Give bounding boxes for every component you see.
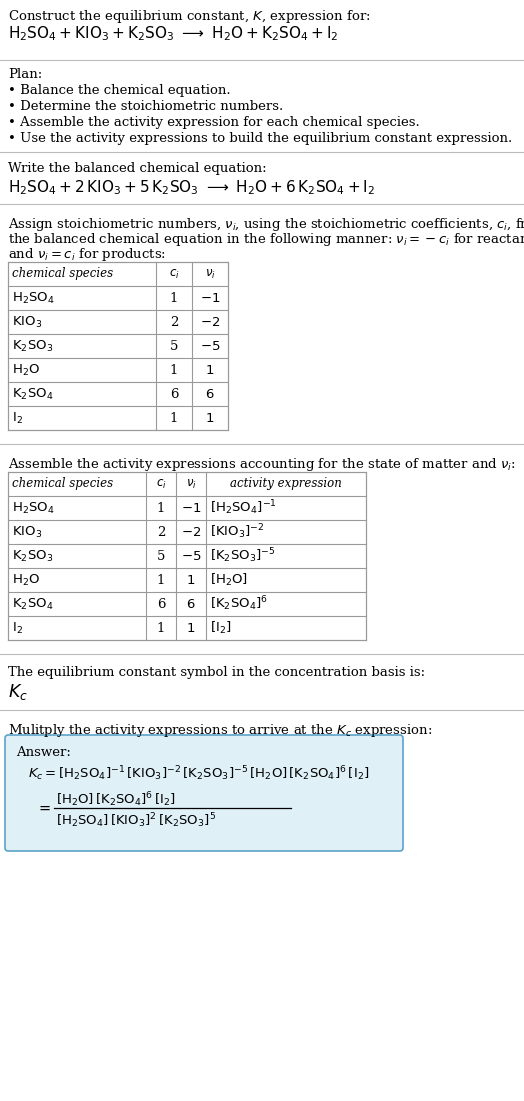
Text: $\mathrm{I_2}$: $\mathrm{I_2}$	[12, 621, 23, 635]
Text: $\mathrm{K_2SO_3}$: $\mathrm{K_2SO_3}$	[12, 548, 53, 564]
Text: Assemble the activity expressions accounting for the state of matter and $\nu_i$: Assemble the activity expressions accoun…	[8, 456, 516, 473]
Text: $1$: $1$	[187, 574, 195, 587]
Text: 1: 1	[170, 412, 178, 425]
Text: activity expression: activity expression	[230, 478, 342, 491]
Text: $-2$: $-2$	[200, 316, 220, 328]
Text: 1: 1	[157, 621, 165, 634]
Text: $\mathrm{H_2SO_4}$: $\mathrm{H_2SO_4}$	[12, 291, 54, 306]
Text: chemical species: chemical species	[12, 268, 113, 281]
Text: • Balance the chemical equation.: • Balance the chemical equation.	[8, 84, 231, 97]
Text: Assign stoichiometric numbers, $\nu_i$, using the stoichiometric coefficients, $: Assign stoichiometric numbers, $\nu_i$, …	[8, 216, 524, 233]
Text: Mulitply the activity expressions to arrive at the $K_c$ expression:: Mulitply the activity expressions to arr…	[8, 722, 432, 739]
Text: 5: 5	[170, 339, 178, 352]
Text: • Determine the stoichiometric numbers.: • Determine the stoichiometric numbers.	[8, 100, 283, 113]
Text: chemical species: chemical species	[12, 478, 113, 491]
Text: $\mathrm{H_2SO_4 + KIO_3 + K_2SO_3 \ \longrightarrow \ H_2O + K_2SO_4 + I_2}$: $\mathrm{H_2SO_4 + KIO_3 + K_2SO_3 \ \lo…	[8, 24, 339, 43]
Text: $\mathrm{H_2O}$: $\mathrm{H_2O}$	[12, 362, 40, 378]
Text: $\mathrm{K_2SO_4}$: $\mathrm{K_2SO_4}$	[12, 597, 53, 611]
Text: The equilibrium constant symbol in the concentration basis is:: The equilibrium constant symbol in the c…	[8, 666, 425, 679]
Text: $[\mathrm{K_2SO_4}]^{6}$: $[\mathrm{K_2SO_4}]^{6}$	[210, 595, 268, 613]
Text: • Assemble the activity expression for each chemical species.: • Assemble the activity expression for e…	[8, 116, 420, 129]
Text: 6: 6	[157, 598, 165, 610]
Text: $K_c$: $K_c$	[8, 682, 28, 702]
Text: $-2$: $-2$	[181, 525, 201, 538]
Text: $[\mathrm{H_2O}]\,[\mathrm{K_2SO_4}]^{6}\,[\mathrm{I_2}]$: $[\mathrm{H_2O}]\,[\mathrm{K_2SO_4}]^{6}…	[56, 791, 176, 809]
Bar	[8, 262, 228, 430]
Text: $\mathrm{H_2SO_4}$: $\mathrm{H_2SO_4}$	[12, 501, 54, 515]
Text: $[\mathrm{H_2SO_4}]^{-1}$: $[\mathrm{H_2SO_4}]^{-1}$	[210, 499, 277, 517]
Text: $c_i$: $c_i$	[169, 268, 179, 281]
Text: $K_c = [\mathrm{H_2SO_4}]^{-1}\,[\mathrm{KIO_3}]^{-2}\,[\mathrm{K_2SO_3}]^{-5}\,: $K_c = [\mathrm{H_2SO_4}]^{-1}\,[\mathrm…	[28, 764, 369, 783]
Text: $=$: $=$	[36, 802, 51, 815]
Text: Write the balanced chemical equation:: Write the balanced chemical equation:	[8, 162, 267, 175]
Text: $6$: $6$	[186, 598, 196, 610]
Text: $[\mathrm{I_2}]$: $[\mathrm{I_2}]$	[210, 620, 232, 636]
Text: $\mathrm{KIO_3}$: $\mathrm{KIO_3}$	[12, 315, 42, 329]
Text: $-1$: $-1$	[200, 292, 220, 305]
Text: $\nu_i$: $\nu_i$	[204, 268, 215, 281]
Text: $[\mathrm{H_2O}]$: $[\mathrm{H_2O}]$	[210, 571, 248, 588]
Text: $c_i$: $c_i$	[156, 478, 166, 491]
Text: Construct the equilibrium constant, $K$, expression for:: Construct the equilibrium constant, $K$,…	[8, 8, 370, 25]
Text: $[\mathrm{K_2SO_3}]^{-5}$: $[\mathrm{K_2SO_3}]^{-5}$	[210, 547, 276, 565]
Text: $-5$: $-5$	[181, 549, 201, 563]
Text: the balanced chemical equation in the following manner: $\nu_i = -c_i$ for react: the balanced chemical equation in the fo…	[8, 231, 524, 248]
Text: $\mathrm{K_2SO_4}$: $\mathrm{K_2SO_4}$	[12, 386, 53, 402]
Text: 5: 5	[157, 549, 165, 563]
Text: 6: 6	[170, 388, 178, 401]
Text: 2: 2	[170, 316, 178, 328]
Text: 1: 1	[170, 292, 178, 305]
Text: $-1$: $-1$	[181, 501, 201, 514]
Text: $-5$: $-5$	[200, 339, 220, 352]
Text: $6$: $6$	[205, 388, 215, 401]
Text: $\mathrm{K_2SO_3}$: $\mathrm{K_2SO_3}$	[12, 338, 53, 353]
Text: and $\nu_i = c_i$ for products:: and $\nu_i = c_i$ for products:	[8, 246, 166, 263]
Text: Plan:: Plan:	[8, 68, 42, 81]
Text: 1: 1	[157, 574, 165, 587]
Text: 1: 1	[157, 501, 165, 514]
Text: $[\mathrm{KIO_3}]^{-2}$: $[\mathrm{KIO_3}]^{-2}$	[210, 523, 265, 542]
Text: $1$: $1$	[205, 363, 215, 377]
Text: $1$: $1$	[187, 621, 195, 634]
Text: $\mathrm{KIO_3}$: $\mathrm{KIO_3}$	[12, 524, 42, 539]
Text: $\mathrm{H_2O}$: $\mathrm{H_2O}$	[12, 573, 40, 588]
Text: $\nu_i$: $\nu_i$	[185, 478, 196, 491]
Bar	[8, 472, 366, 640]
Text: 2: 2	[157, 525, 165, 538]
FancyBboxPatch shape	[5, 735, 403, 851]
Text: Answer:: Answer:	[16, 746, 71, 759]
Text: $[\mathrm{H_2SO_4}]\,[\mathrm{KIO_3}]^{2}\,[\mathrm{K_2SO_3}]^{5}$: $[\mathrm{H_2SO_4}]\,[\mathrm{KIO_3}]^{2…	[56, 811, 216, 830]
Text: 1: 1	[170, 363, 178, 377]
Text: $1$: $1$	[205, 412, 215, 425]
Text: $\mathrm{H_2SO_4 + 2\,KIO_3 + 5\,K_2SO_3 \ \longrightarrow \ H_2O + 6\,K_2SO_4 +: $\mathrm{H_2SO_4 + 2\,KIO_3 + 5\,K_2SO_3…	[8, 178, 375, 197]
Text: $\mathrm{I_2}$: $\mathrm{I_2}$	[12, 411, 23, 426]
Text: • Use the activity expressions to build the equilibrium constant expression.: • Use the activity expressions to build …	[8, 132, 512, 145]
